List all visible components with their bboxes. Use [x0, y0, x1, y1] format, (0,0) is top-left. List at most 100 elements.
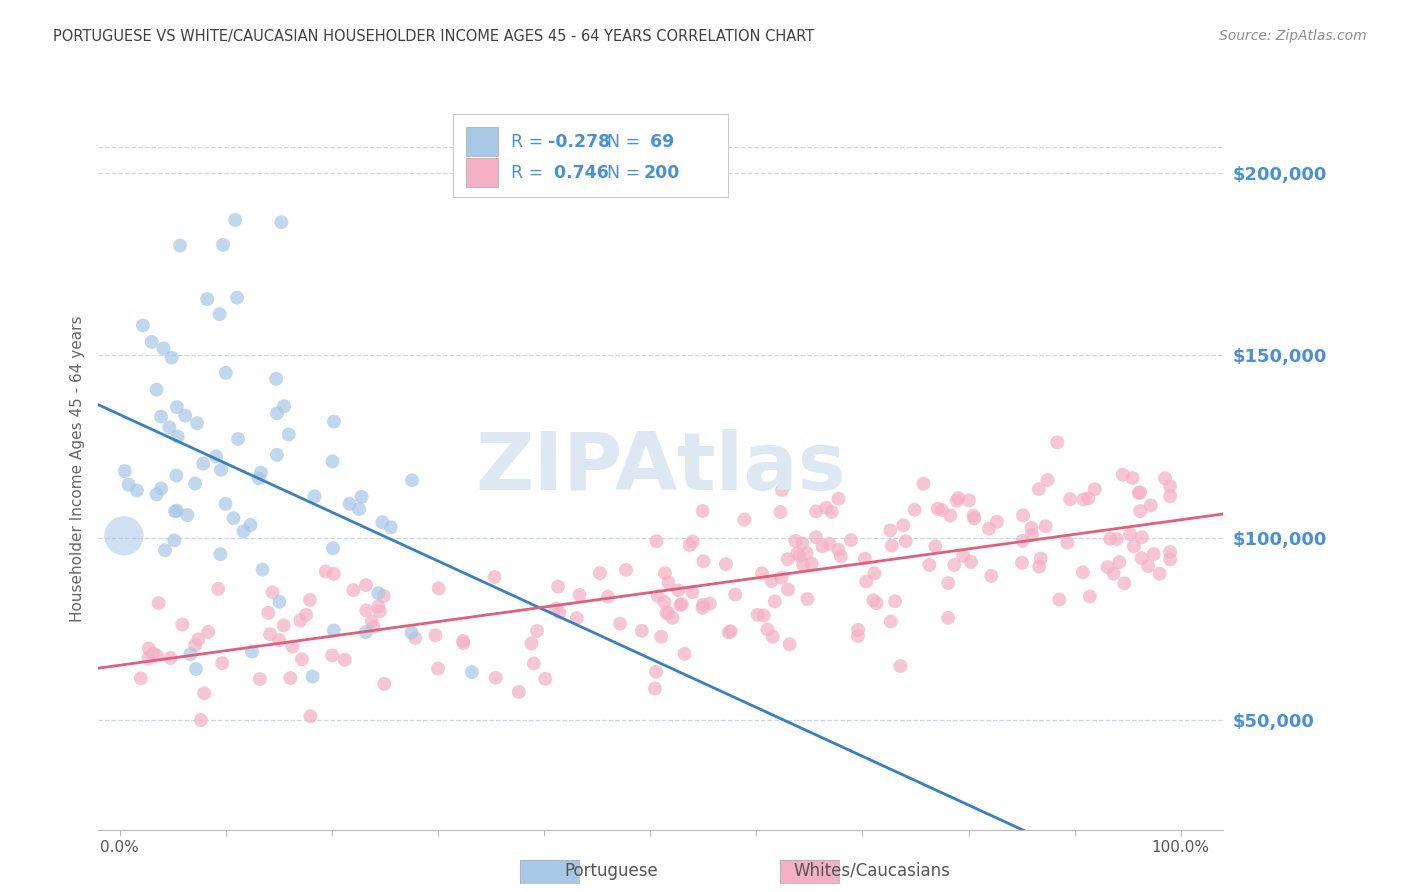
Point: [354, 625, 377, 640]
Point: [1112, 467, 1135, 482]
Point: [425, 628, 447, 642]
Point: [152, 342, 174, 356]
Point: [1129, 504, 1152, 518]
Point: [262, 585, 284, 599]
Point: [1122, 471, 1144, 485]
Point: [936, 576, 959, 591]
Point: [298, 593, 321, 607]
Point: [333, 653, 356, 667]
Point: [918, 558, 941, 572]
Point: [166, 504, 188, 518]
Point: [360, 615, 382, 629]
Point: [1029, 551, 1052, 566]
Point: [894, 534, 917, 549]
Point: [184, 476, 207, 491]
Point: [1011, 533, 1033, 548]
Point: [1071, 566, 1094, 580]
Point: [657, 606, 679, 620]
Point: [427, 582, 450, 596]
Point: [846, 623, 869, 637]
FancyBboxPatch shape: [467, 128, 498, 156]
Point: [190, 713, 212, 727]
Point: [936, 611, 959, 625]
Point: [197, 624, 219, 639]
Point: [668, 583, 690, 598]
Point: [818, 536, 841, 550]
Point: [792, 536, 814, 550]
Point: [804, 504, 827, 518]
Point: [846, 629, 869, 643]
Point: [1143, 547, 1166, 561]
Point: [373, 589, 395, 603]
Point: [614, 563, 637, 577]
Point: [1139, 499, 1161, 513]
Point: [174, 409, 197, 423]
Point: [681, 585, 703, 599]
Point: [963, 511, 986, 525]
Point: [1130, 530, 1153, 544]
Point: [114, 464, 136, 478]
Point: [1073, 492, 1095, 507]
Point: [281, 640, 304, 654]
Point: [356, 603, 378, 617]
Point: [252, 563, 274, 577]
Point: [747, 607, 769, 622]
Point: [214, 497, 236, 511]
Point: [215, 366, 238, 380]
Point: [165, 468, 187, 483]
Point: [544, 601, 567, 615]
Point: [927, 501, 949, 516]
Point: [980, 569, 1002, 583]
Point: [671, 597, 693, 611]
Point: [195, 292, 218, 306]
Point: [855, 574, 877, 589]
Point: [169, 238, 191, 252]
Point: [129, 671, 152, 685]
Point: [1122, 539, 1144, 553]
Point: [733, 513, 755, 527]
Point: [827, 491, 849, 506]
Point: [212, 237, 235, 252]
FancyBboxPatch shape: [453, 114, 728, 197]
Point: [145, 383, 167, 397]
Point: [785, 533, 807, 548]
Text: R =: R =: [512, 164, 548, 182]
Point: [257, 606, 280, 620]
Point: [786, 546, 808, 560]
Point: [770, 571, 793, 585]
Point: [264, 372, 287, 386]
Point: [295, 607, 318, 622]
Point: [763, 594, 786, 608]
Point: [692, 504, 714, 518]
Point: [796, 546, 818, 560]
Point: [879, 524, 901, 538]
Point: [159, 651, 181, 665]
Point: [222, 511, 245, 525]
Point: [804, 530, 827, 544]
Point: [224, 213, 246, 227]
Point: [112, 529, 135, 543]
Point: [776, 582, 799, 597]
Text: PORTUGUESE VS WHITE/CAUCASIAN HOUSEHOLDER INCOME AGES 45 - 64 YEARS CORRELATION : PORTUGUESE VS WHITE/CAUCASIAN HOUSEHOLDE…: [53, 29, 814, 45]
Point: [354, 578, 377, 592]
Point: [277, 427, 299, 442]
Point: [339, 497, 361, 511]
Point: [884, 594, 907, 608]
Text: 200: 200: [644, 164, 681, 182]
Point: [350, 490, 373, 504]
Point: [631, 624, 654, 638]
Point: [1129, 485, 1152, 500]
Point: [1149, 566, 1171, 581]
Point: [1159, 479, 1181, 493]
Point: [367, 599, 389, 614]
Point: [1046, 435, 1069, 450]
Point: [373, 677, 395, 691]
Point: [145, 487, 167, 501]
Point: [322, 624, 344, 638]
Point: [523, 657, 546, 671]
Point: [654, 595, 676, 609]
Point: [1059, 492, 1081, 507]
Point: [1154, 471, 1177, 485]
Point: [270, 215, 292, 229]
Point: [1130, 551, 1153, 566]
